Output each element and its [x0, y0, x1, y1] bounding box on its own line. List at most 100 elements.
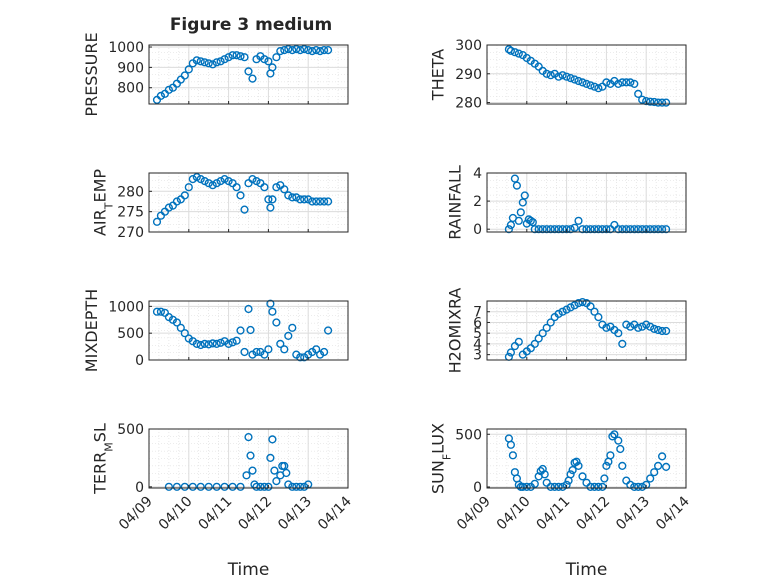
data-point [550, 482, 559, 492]
data-point [260, 183, 269, 192]
data-point [574, 76, 583, 86]
data-point [152, 307, 162, 316]
y-axis-label: SUNFLUX [429, 423, 454, 494]
data-point [578, 225, 587, 234]
data-point [554, 72, 563, 81]
data-point [200, 339, 209, 349]
data-point [304, 45, 313, 55]
data-point [216, 57, 225, 66]
data-point [236, 52, 245, 61]
data-point [156, 307, 166, 316]
data-point [276, 46, 285, 56]
data-point [572, 457, 581, 466]
data-point [526, 216, 535, 225]
data-point [196, 57, 205, 66]
data-point [554, 309, 563, 319]
data-point [188, 482, 197, 491]
data-point [232, 183, 241, 192]
data-point [288, 193, 297, 202]
data-point [320, 45, 329, 55]
data-point [268, 195, 277, 204]
axes-frame [486, 44, 687, 105]
data-point [546, 482, 555, 492]
data-point [324, 197, 333, 206]
data-point [266, 453, 275, 463]
data-point [566, 303, 575, 312]
data-point [586, 302, 595, 311]
data-point [562, 225, 571, 234]
data-point [196, 340, 205, 350]
data-point [180, 482, 189, 491]
data-point [634, 323, 643, 332]
data-point [653, 325, 663, 335]
data-point [586, 482, 595, 492]
data-point [184, 65, 193, 74]
y-tick-label: 270 [117, 225, 144, 241]
data-point [284, 44, 293, 54]
data-point [300, 482, 309, 491]
y-axis-label: MIXDEPTH [82, 289, 101, 372]
x-tick-label: 04/13 [275, 494, 315, 534]
data-point [268, 307, 277, 316]
data-point [296, 482, 305, 491]
data-point [224, 177, 233, 186]
axes-frame [486, 300, 687, 361]
data-point [522, 482, 531, 492]
data-point [260, 350, 269, 359]
axes-frame [148, 44, 349, 105]
y-tick-label: 4 [473, 337, 482, 353]
axes-frame [486, 428, 687, 489]
x-tick-label: 04/11 [534, 494, 574, 534]
data-point [300, 195, 309, 204]
data-point [172, 482, 182, 491]
data-point [534, 62, 543, 71]
data-point [616, 444, 625, 454]
data-point [538, 329, 547, 338]
data-point [280, 345, 289, 354]
data-point [590, 307, 599, 316]
data-point [232, 51, 241, 60]
data-point [614, 436, 623, 445]
y-tick-label: 275 [117, 205, 144, 221]
data-point [634, 225, 643, 234]
data-point [518, 198, 527, 207]
data-point [516, 208, 525, 217]
data-point [288, 323, 297, 332]
x-tick-label: 04/12 [573, 494, 613, 534]
data-point [272, 477, 281, 486]
data-point [260, 482, 269, 491]
data-point [296, 195, 305, 204]
data-point [638, 482, 647, 492]
data-point [276, 339, 285, 349]
data-point [614, 329, 623, 338]
data-point [554, 482, 563, 492]
data-point [152, 217, 162, 226]
y-axis-label: TERRMSL [91, 423, 116, 495]
y-axis-label: PRESSURE [82, 32, 101, 116]
data-point [602, 461, 611, 471]
chart-panel-pressure: 800 900 1000 PRESSURE [82, 32, 349, 117]
data-point [220, 55, 229, 64]
x-axis-label: Time [227, 560, 270, 580]
data-point [622, 320, 631, 329]
data-point [208, 339, 217, 348]
data-point [528, 218, 537, 227]
chart-panel-theta: 280 290 300 THETA [429, 38, 687, 112]
data-point [653, 461, 663, 471]
data-point [208, 181, 217, 190]
data-point [244, 67, 253, 76]
data-point [164, 203, 174, 212]
data-point [164, 482, 174, 491]
data-point [200, 177, 209, 186]
data-point [296, 45, 305, 55]
data-point [252, 482, 261, 491]
data-point [602, 78, 611, 87]
data-point [244, 433, 253, 442]
x-tick-label: 04/14 [653, 493, 693, 533]
data-point [304, 195, 313, 204]
y-tick-label: 290 [455, 67, 482, 83]
data-point [280, 185, 289, 194]
data-point [650, 468, 659, 477]
x-tick-label: 04/09 [116, 494, 156, 534]
